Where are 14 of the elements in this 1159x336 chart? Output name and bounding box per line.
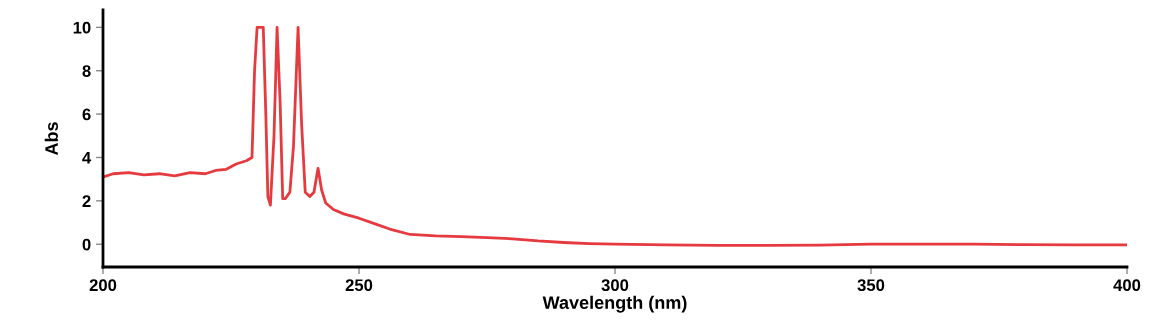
line-series: [103, 25, 1127, 247]
x-tick-label: 300: [601, 279, 629, 292]
y-tick-label: 0: [82, 238, 91, 251]
x-tick-label: 200: [89, 279, 117, 292]
x-tick-label: 250: [345, 279, 373, 292]
x-tick-label: 350: [857, 279, 885, 292]
y-axis-title: Abs: [44, 122, 58, 156]
x-tick-label: 400: [1113, 279, 1141, 292]
x-axis-title: Wavelength (nm): [542, 295, 687, 313]
y-tick-label: 8: [82, 65, 91, 77]
y-tick-label: 6: [82, 108, 91, 121]
y-tick-label: 2: [82, 195, 91, 207]
y-tick-label: 10: [73, 21, 91, 34]
y-tick-label: 4: [82, 152, 92, 164]
